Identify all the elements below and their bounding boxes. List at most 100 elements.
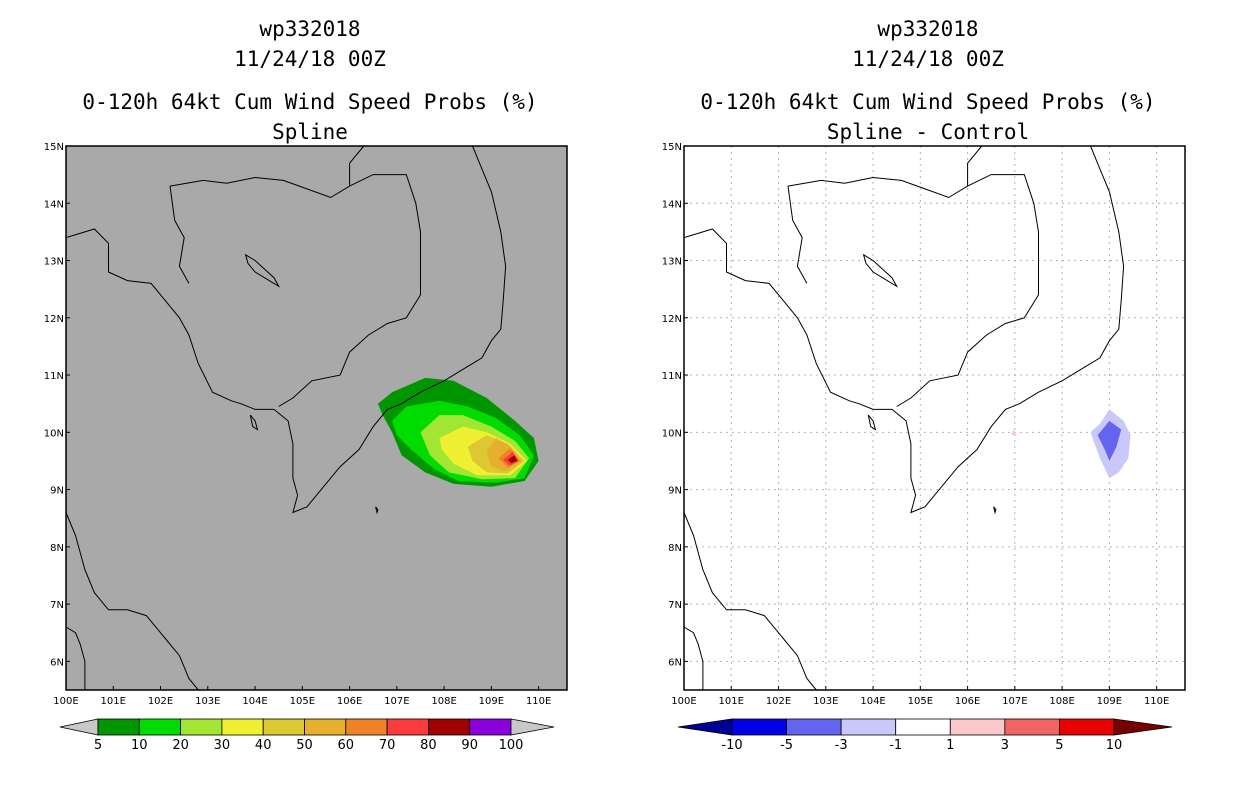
x-tick-label: 108E [1049, 696, 1074, 707]
x-tick-label: 104E [860, 696, 885, 707]
contour-band [507, 455, 518, 464]
y-tick-label: 14N [662, 199, 682, 210]
y-tick-label: 8N [50, 543, 64, 554]
colorbar-label: 80 [420, 738, 437, 753]
coastline [65, 512, 199, 691]
x-tick-label: 102E [766, 696, 791, 707]
colorbar-label: -3 [835, 738, 848, 753]
chart-title-line: 11/24/18 00Z [852, 47, 1004, 71]
y-tick-label: 11N [44, 371, 64, 382]
colorbar-swatch [949, 718, 1006, 736]
map-frame [683, 145, 1186, 691]
chart-title-line: wp332018 [877, 17, 978, 41]
colorbar-swatch [345, 718, 388, 736]
lake-outline [862, 253, 899, 288]
contour-band [1097, 420, 1122, 461]
x-tick-label: 110E [1144, 696, 1169, 707]
colorbar-label: -1 [889, 738, 902, 753]
country-border [787, 174, 1039, 407]
x-tick-label: 103E [813, 696, 838, 707]
island-outline [867, 414, 877, 431]
colorbar-label: 20 [172, 738, 189, 753]
colorbar-label: 30 [214, 738, 231, 753]
y-tick-label: 9N [668, 486, 682, 497]
chart-title-line: 11/24/18 00Z [234, 47, 386, 71]
y-tick-label: 10N [44, 428, 64, 439]
colorbar-swatch [469, 718, 512, 736]
x-tick-label: 107E [1002, 696, 1027, 707]
colorbar-label: 90 [461, 738, 478, 753]
x-tick-label: 101E [101, 696, 126, 707]
map-background [684, 146, 1185, 690]
y-tick-label: 10N [662, 428, 682, 439]
coastline [65, 145, 507, 514]
colorbar-swatch [386, 718, 429, 736]
y-tick-label: 7N [668, 600, 682, 611]
chart-title-line: 0-120h 64kt Cum Wind Speed Probs (%) [82, 90, 537, 114]
colorbar-swatch [427, 718, 471, 736]
x-tick-label: 108E [431, 696, 456, 707]
colorbar-label: 3 [1001, 738, 1009, 753]
y-tick-label: 15N [44, 142, 64, 153]
y-tick-label: 6N [668, 657, 682, 668]
map-frame [65, 145, 568, 691]
colorbar-low-extend [59, 718, 99, 736]
chart-title-line: Spline - Control [827, 120, 1029, 144]
coastline [683, 626, 704, 690]
x-tick-label: 109E [1097, 696, 1122, 707]
contour-band [1011, 429, 1017, 437]
colorbar-label: 40 [255, 738, 272, 753]
x-tick-label: 106E [955, 696, 980, 707]
x-tick-label: 107E [384, 696, 409, 707]
colorbar-label: 10 [1106, 738, 1123, 753]
y-tick-label: 6N [50, 657, 64, 668]
colorbar-high-extend [1113, 718, 1173, 736]
x-tick-label: 105E [290, 696, 315, 707]
y-tick-label: 15N [662, 142, 682, 153]
island-outline [993, 506, 997, 515]
colorbar-low-extend [677, 718, 733, 736]
y-tick-label: 12N [662, 314, 682, 325]
colorbar-label: 1 [946, 738, 954, 753]
colorbar-label: 100 [499, 738, 524, 753]
island-outline [375, 506, 379, 515]
island-outline [249, 414, 259, 431]
country-border [967, 145, 983, 187]
x-tick-label: 104E [242, 696, 267, 707]
x-tick-label: 106E [337, 696, 362, 707]
colorbar-label: 5 [94, 738, 102, 753]
colorbar-label: 70 [379, 738, 396, 753]
panel-spline: wp332018 11/24/18 00Z 0-120h 64kt Cum Wind… [44, 17, 568, 753]
colorbar-label: 5 [1055, 738, 1063, 753]
x-tick-label: 100E [671, 696, 696, 707]
colorbar-swatch [221, 718, 264, 736]
country-border [169, 186, 190, 284]
colorbar-label: -5 [780, 738, 793, 753]
coastline [65, 626, 86, 690]
colorbar-swatch [304, 718, 347, 736]
colorbar-swatch [262, 718, 305, 736]
colorbar-swatch [840, 718, 897, 736]
x-tick-label: 109E [479, 696, 504, 707]
chart-title-line: Spline [272, 120, 348, 144]
colorbar-swatch [97, 718, 140, 736]
colorbar-swatch [1059, 718, 1115, 736]
x-tick-label: 103E [195, 696, 220, 707]
y-tick-label: 14N [44, 199, 64, 210]
y-tick-label: 11N [662, 371, 682, 382]
x-tick-label: 102E [148, 696, 173, 707]
colorbar-label: -10 [721, 738, 742, 753]
y-tick-label: 7N [50, 600, 64, 611]
y-tick-label: 13N [662, 257, 682, 268]
country-border [349, 145, 365, 187]
x-tick-label: 105E [908, 696, 933, 707]
colorbar-swatch [786, 718, 842, 736]
country-border [787, 186, 808, 284]
y-tick-label: 8N [668, 543, 682, 554]
coastline [683, 512, 817, 691]
y-tick-label: 13N [44, 257, 64, 268]
colorbar-swatch [138, 718, 182, 736]
colorbar-swatch [731, 718, 787, 736]
colorbar-label: 60 [338, 738, 355, 753]
